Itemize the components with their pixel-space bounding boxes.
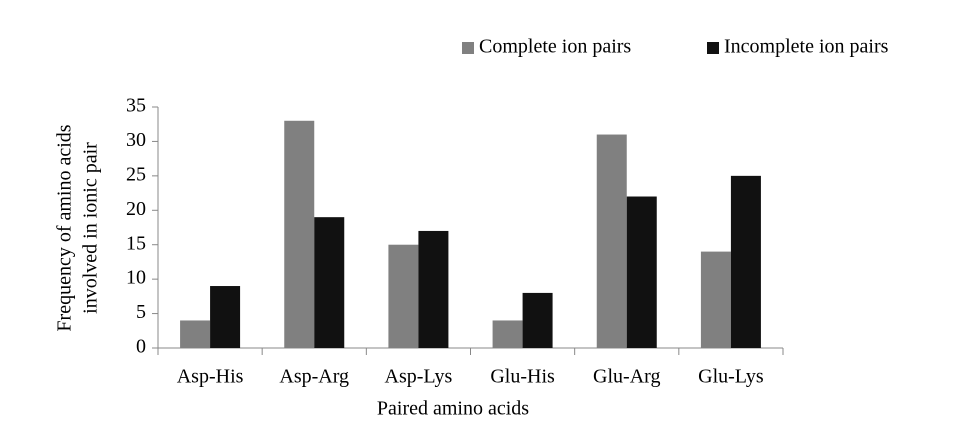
bar <box>522 292 553 348</box>
y-tick-label: 30 <box>126 129 146 151</box>
y-tick-label: 20 <box>126 198 146 220</box>
x-tick-label: Glu-Arg <box>593 366 660 388</box>
x-tick-label: Asp-His <box>177 366 244 388</box>
bar <box>284 120 315 349</box>
bar <box>314 217 345 348</box>
legend-label: Incomplete ion pairs <box>724 36 889 58</box>
y-tick-label: 10 <box>126 267 146 289</box>
x-tick-label: Asp-Arg <box>279 366 349 388</box>
y-axis-label-line: involved in ionic pair <box>80 142 102 314</box>
bar <box>700 251 731 348</box>
bar <box>388 244 419 348</box>
x-tick-label: Glu-Lys <box>698 366 764 388</box>
bar <box>626 196 657 348</box>
legend-swatch <box>462 42 474 54</box>
bar <box>418 230 449 348</box>
x-axis-label: Paired amino acids <box>377 398 529 420</box>
y-tick-label: 15 <box>126 232 146 254</box>
y-axis-label: Frequency of amino acids involved in ion… <box>54 124 102 331</box>
bar <box>492 320 523 348</box>
x-tick-label: Glu-His <box>490 366 555 388</box>
y-tick-label: 5 <box>136 301 146 323</box>
x-tick-label: Asp-Lys <box>385 366 453 388</box>
y-tick-label: 25 <box>126 163 146 185</box>
y-axis-label-line: Frequency of amino acids <box>54 124 76 331</box>
bar <box>730 175 761 348</box>
bar <box>596 134 627 348</box>
bar <box>180 320 211 348</box>
bar <box>210 286 241 348</box>
legend-swatch <box>707 42 719 54</box>
legend-label: Complete ion pairs <box>479 36 631 58</box>
y-tick-label: 0 <box>136 336 146 358</box>
y-tick-label: 35 <box>126 95 146 117</box>
